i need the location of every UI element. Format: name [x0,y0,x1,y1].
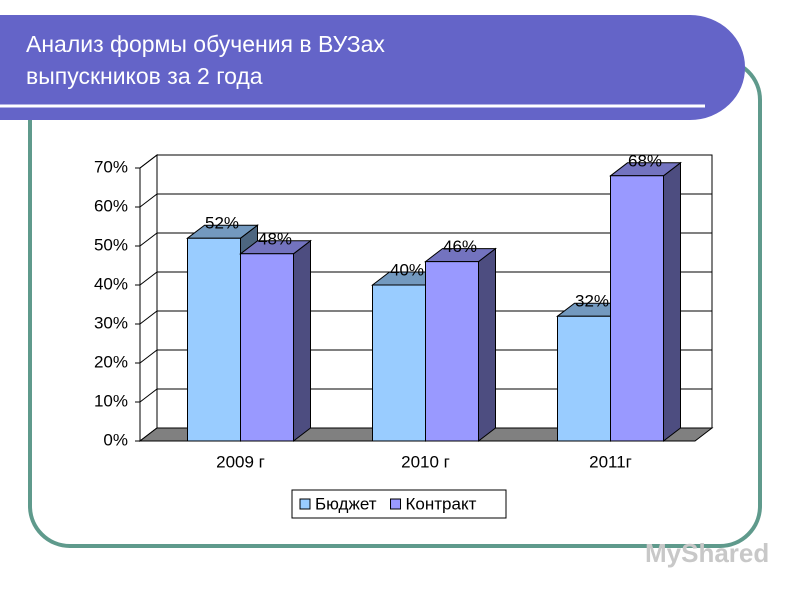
bar-front [557,315,611,442]
bar-side [293,239,311,443]
x-tick-label: 2011г [589,452,632,471]
x-tick-label: 2010 г [401,452,450,471]
header-band [0,15,746,121]
value-label: 52% [205,214,239,233]
grid-line [139,154,712,169]
y-tick-label: 40% [94,274,128,293]
bar-side [663,161,681,443]
x-tick-label: 2009 г [216,452,265,471]
bar-front [425,261,479,442]
grid-line [139,349,712,364]
bar-front [240,253,294,442]
side-wall [139,153,158,443]
legend-swatch [390,498,402,510]
bar-front [187,237,241,442]
watermark: MyShared [645,538,769,568]
grid-line [139,271,712,286]
bar-front [610,175,664,442]
bar [609,161,682,443]
y-tick-label: 50% [94,235,128,254]
y-tick-label: 0% [103,430,128,449]
legend-swatch [299,498,311,510]
value-label: 48% [258,229,292,248]
value-label: 32% [575,292,609,311]
y-tick-label: 10% [94,391,128,410]
title-line: выпускников за 2 года [26,63,263,89]
bar [239,239,312,443]
grid-line [139,232,712,247]
y-tick-label: 60% [94,196,128,215]
grid-line [139,310,712,325]
value-label: 68% [628,151,662,170]
value-label: 40% [390,260,424,279]
y-tick-label: 30% [94,313,128,332]
bar [424,247,497,443]
grid-line [139,388,712,403]
y-tick-label: 20% [94,352,128,371]
y-tick-label: 70% [94,157,128,176]
title-line: Анализ формы обучения в ВУЗах [26,31,385,57]
grid-line [139,193,712,208]
bar-side [478,247,496,443]
value-label: 46% [443,237,477,256]
bar-front [372,284,426,442]
legend-label: Контракт [406,494,477,513]
legend-label: Бюджет [315,494,377,513]
